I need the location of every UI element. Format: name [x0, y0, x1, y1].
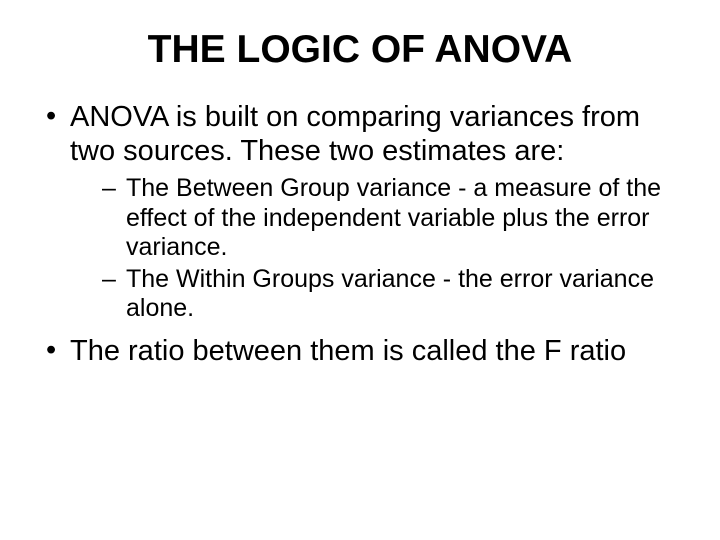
sub-bullet-text: The Within Groups variance - the error v…: [126, 265, 680, 324]
list-item: The Within Groups variance - the error v…: [70, 265, 680, 324]
list-item: The Between Group variance - a measure o…: [70, 174, 680, 263]
slide: THE LOGIC OF ANOVA ANOVA is built on com…: [0, 0, 720, 540]
list-item: ANOVA is built on comparing variances fr…: [40, 100, 680, 324]
slide-title: THE LOGIC OF ANOVA: [40, 28, 680, 72]
bullet-text: The ratio between them is called the F r…: [70, 334, 680, 368]
bullet-list: ANOVA is built on comparing variances fr…: [40, 100, 680, 368]
list-item: The ratio between them is called the F r…: [40, 334, 680, 368]
bullet-text: ANOVA is built on comparing variances fr…: [70, 100, 680, 168]
sub-bullet-text: The Between Group variance - a measure o…: [126, 174, 680, 263]
sub-bullet-list: The Between Group variance - a measure o…: [70, 174, 680, 324]
